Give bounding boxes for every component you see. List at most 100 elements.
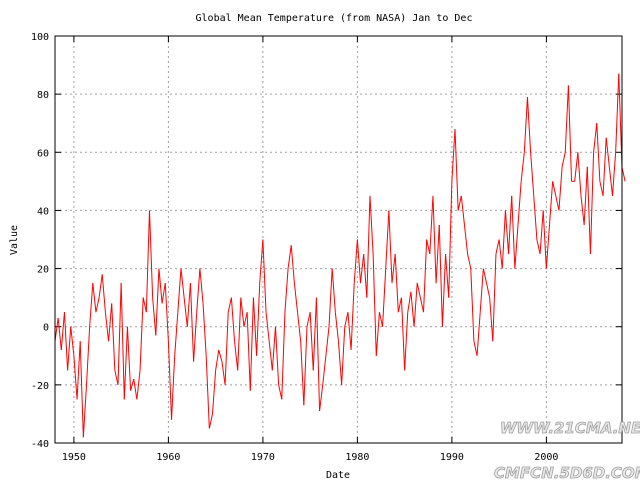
- series-segment: [139, 297, 144, 371]
- series-segment: [413, 283, 418, 327]
- series-segment: [256, 283, 261, 356]
- series-segment: [196, 268, 201, 313]
- series-segment: [448, 181, 453, 298]
- series-segment: [580, 195, 585, 226]
- series-segment: [148, 210, 154, 298]
- series-segment: [136, 370, 141, 400]
- series-segment: [410, 291, 415, 327]
- series-segment: [215, 349, 220, 371]
- series-segment: [265, 312, 270, 342]
- series-segment: [306, 312, 311, 327]
- y-tick-label: -20: [31, 381, 49, 392]
- y-tick-label: -40: [31, 439, 49, 450]
- series-segment: [262, 239, 267, 313]
- series-segment: [252, 297, 258, 356]
- series-segment: [155, 268, 160, 336]
- series-segment: [388, 210, 393, 284]
- series-segment: [271, 326, 276, 371]
- x-tick-label: 1950: [62, 452, 86, 463]
- series-segment: [183, 297, 188, 327]
- series-segment: [208, 413, 213, 429]
- series-segment: [240, 297, 245, 327]
- series-segment: [360, 253, 365, 284]
- series-segment: [577, 152, 582, 196]
- series-segment: [67, 326, 72, 371]
- watermark-line-2: CMFCN.5D6D.COM: [494, 464, 640, 480]
- series-segment: [435, 224, 440, 284]
- series-segment: [205, 355, 210, 429]
- series-segment: [120, 283, 125, 400]
- series-segment: [391, 253, 396, 284]
- series-segment: [202, 303, 207, 356]
- series-segment: [385, 210, 390, 269]
- series-segment: [438, 224, 443, 327]
- series-segment: [347, 312, 352, 351]
- series-segment: [249, 297, 254, 391]
- series-segment: [366, 195, 371, 298]
- series-segment: [133, 378, 138, 400]
- series-segment: [593, 123, 598, 153]
- series-segment: [539, 210, 544, 255]
- series-segment: [259, 239, 264, 284]
- series-segment: [530, 152, 535, 196]
- x-tick-label: 1970: [251, 452, 275, 463]
- series-segment: [152, 297, 157, 336]
- series-segment: [281, 312, 286, 400]
- series-segment: [331, 268, 336, 313]
- series-segment: [278, 384, 283, 400]
- series-segment: [98, 274, 103, 298]
- series-segment: [177, 268, 182, 313]
- series-segment: [369, 195, 374, 255]
- series-segment: [186, 283, 191, 327]
- series-segment: [246, 312, 251, 391]
- series-segment: [552, 181, 557, 196]
- series-segment: [489, 297, 494, 342]
- series-segment: [300, 341, 305, 406]
- series-segment: [193, 312, 198, 362]
- series-segment: [337, 341, 343, 385]
- series-segment: [161, 283, 166, 304]
- series-segment: [104, 312, 110, 342]
- series-segment: [492, 254, 497, 342]
- series-segment: [382, 268, 387, 327]
- series-segment: [268, 341, 273, 371]
- series-segment: [611, 152, 617, 196]
- series-segment: [312, 297, 317, 371]
- series-segment: [457, 195, 462, 211]
- series-segment: [356, 239, 362, 284]
- series-segment: [114, 370, 119, 385]
- series-segment: [501, 210, 506, 269]
- series-segment: [89, 283, 94, 327]
- series-segment: [429, 195, 434, 255]
- series-segment: [545, 224, 550, 269]
- x-tick-label: 2000: [534, 452, 558, 463]
- series-segment: [508, 195, 513, 255]
- series-segment: [363, 253, 368, 298]
- series-segment: [158, 268, 163, 304]
- series-segment: [526, 97, 532, 153]
- series-segment: [319, 384, 324, 412]
- series-segment: [189, 283, 195, 362]
- series-segment: [511, 195, 516, 269]
- series-segment: [375, 312, 380, 356]
- series-segment: [287, 245, 292, 269]
- y-tick-label: 20: [37, 265, 49, 276]
- y-axis-label: Value: [9, 225, 20, 255]
- series-segment: [171, 355, 176, 420]
- series-segment: [297, 312, 302, 342]
- series-segment: [564, 85, 569, 153]
- series-segment: [586, 166, 591, 255]
- series-segment: [180, 268, 185, 298]
- ticks: -40 -20 0 20 40 60 80 100 1950 1960 1970 1980 1990 20…: [31, 32, 622, 463]
- series-segment: [142, 297, 147, 313]
- y-tick-label: 40: [37, 206, 49, 217]
- x-tick-label: 1960: [156, 452, 180, 463]
- series-segment: [290, 245, 295, 284]
- series-segment: [602, 137, 607, 196]
- series-segment: [378, 312, 384, 327]
- series-segment: [618, 73, 623, 167]
- series-segment: [211, 370, 217, 414]
- series-segment: [111, 303, 116, 371]
- series-segment: [237, 297, 242, 371]
- series-segment: [353, 239, 358, 284]
